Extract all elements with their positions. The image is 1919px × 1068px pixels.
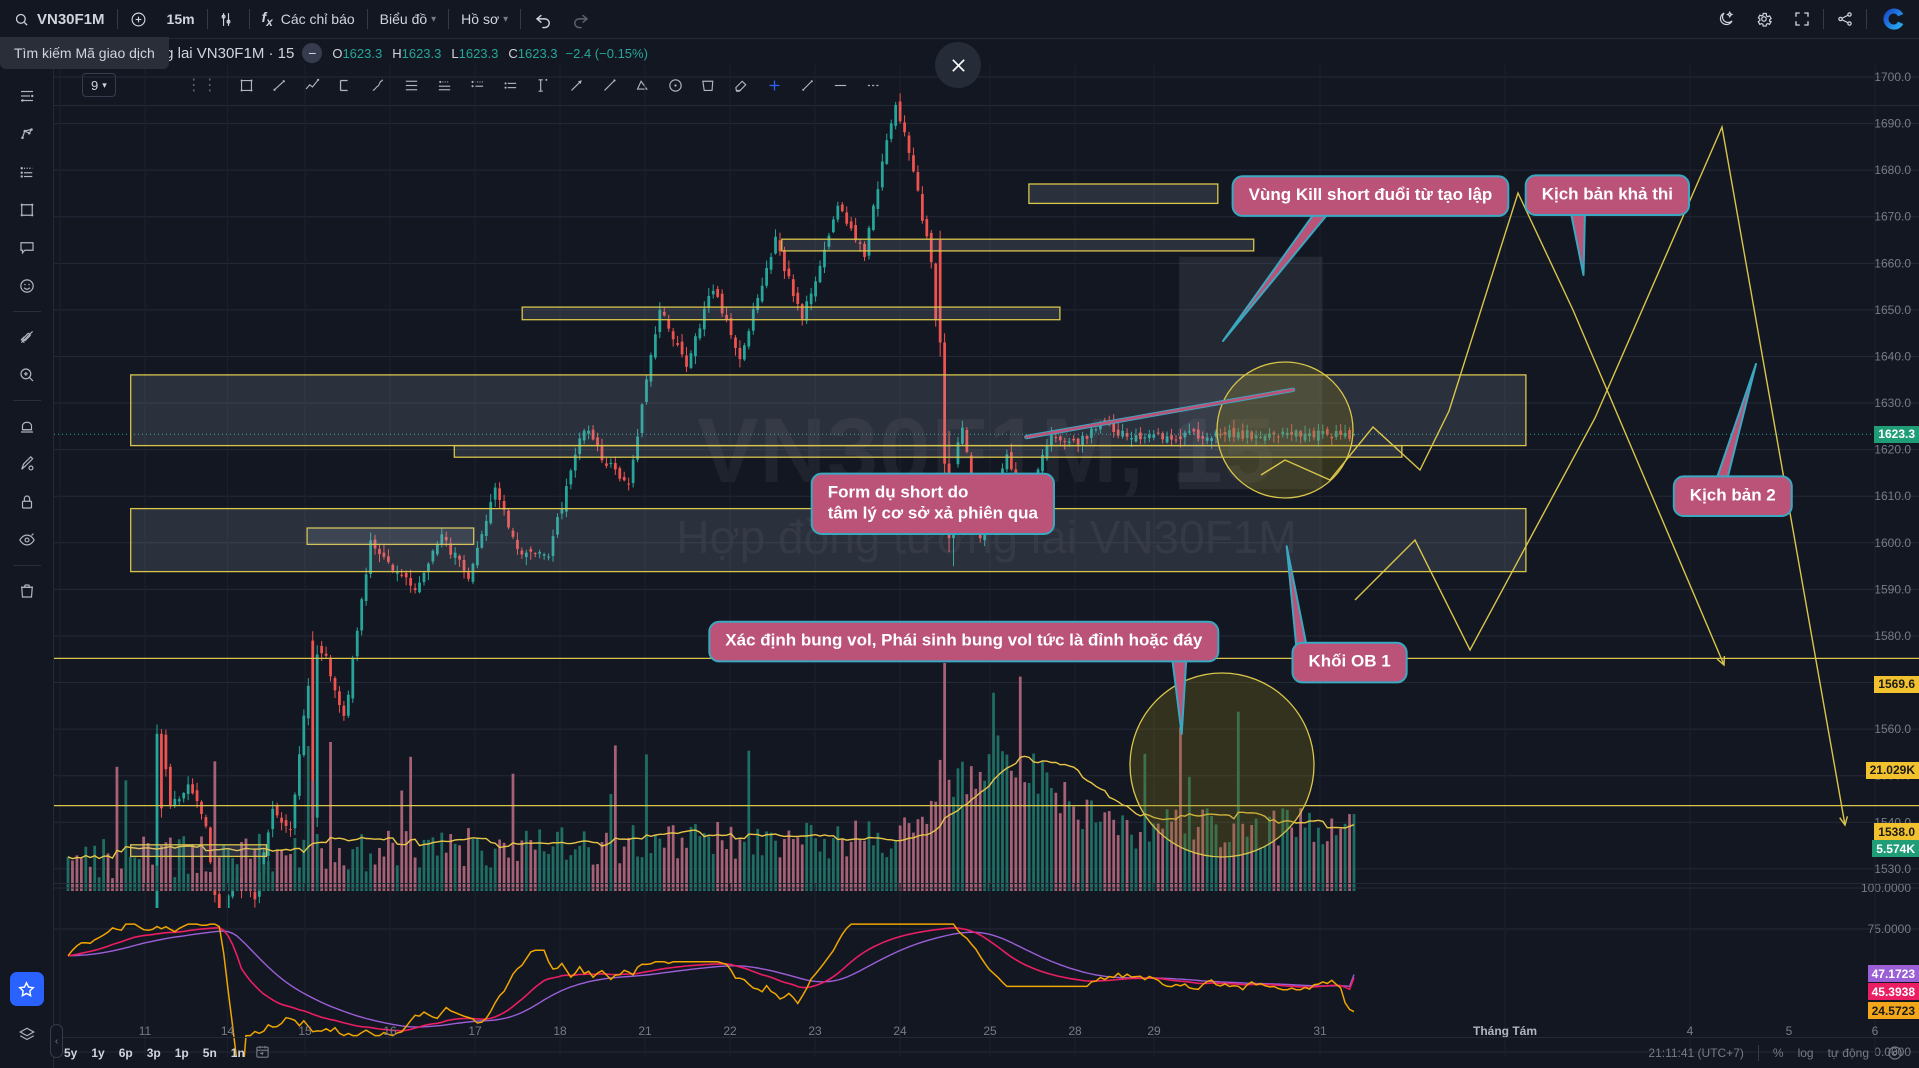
svg-text:100.0000: 100.0000 [1861, 883, 1911, 895]
svg-text:75.0000: 75.0000 [1868, 922, 1912, 936]
